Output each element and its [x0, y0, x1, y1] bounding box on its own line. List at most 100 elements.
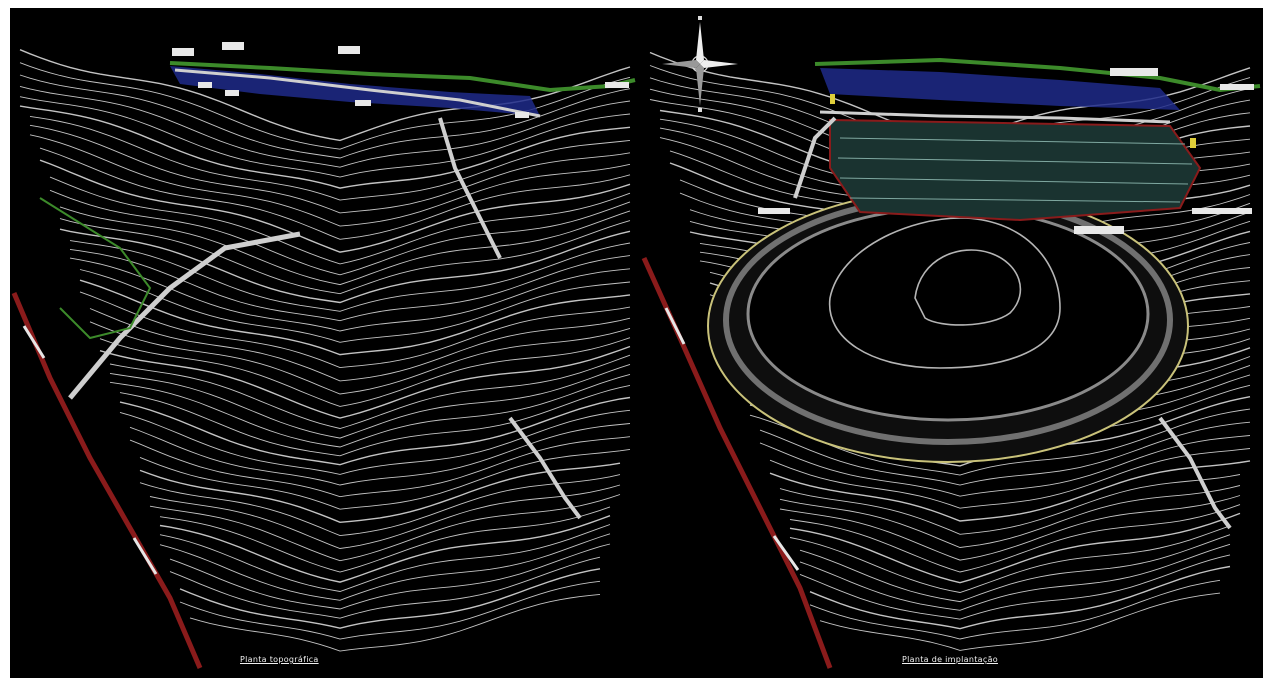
- contour-line: [29, 134, 631, 227]
- contour-line: [809, 579, 1221, 640]
- contour-line: [89, 321, 631, 395]
- contour-line: [809, 565, 1231, 630]
- contour-line: [789, 504, 1241, 573]
- access-road: [68, 231, 301, 400]
- cad-drawing-sheet: Planta topográfica: [10, 8, 1263, 678]
- contour-line: [819, 592, 1221, 651]
- river-band: [820, 68, 1180, 110]
- contour-line: [179, 580, 601, 640]
- topographic-plan-drawing: [11, 42, 636, 669]
- contour-line: [789, 525, 1231, 593]
- vegetation-patch: [39, 197, 152, 340]
- pit-contour: [828, 217, 1061, 369]
- drainage-line: [1158, 416, 1232, 530]
- contour-line: [49, 189, 631, 276]
- contour-line: [109, 373, 631, 448]
- contour-line: [29, 115, 631, 201]
- left-drawing-caption: Planta topográfica: [240, 655, 319, 664]
- boundary-segment-marker: [772, 535, 800, 571]
- industrial-platform: [829, 118, 1202, 222]
- contour-line: [99, 337, 631, 407]
- contour-line: [159, 506, 611, 573]
- property-boundary-line: [11, 292, 203, 669]
- contour-line: [779, 474, 1241, 535]
- contour-lines: [19, 49, 631, 652]
- contour-line: [69, 240, 631, 312]
- annotation-tag: [338, 46, 360, 54]
- annotation-tag: [172, 48, 194, 56]
- contour-line: [189, 593, 601, 652]
- contour-line: [769, 460, 1251, 522]
- contour-line: [769, 448, 1251, 509]
- excavation-pit-bench: [746, 206, 1150, 422]
- contour-line: [69, 257, 631, 332]
- contour-line: [159, 533, 611, 601]
- access-road: [793, 116, 837, 199]
- contour-line: [789, 512, 1241, 584]
- annotation-tag: [355, 100, 371, 106]
- north-arrow-compass-icon: [662, 16, 738, 112]
- right-drawing-caption: Planta de implantação: [902, 655, 998, 664]
- contour-line: [119, 409, 631, 475]
- contour-line: [19, 85, 631, 168]
- contour-line: [39, 159, 631, 253]
- contour-line: [129, 436, 631, 498]
- topographic-plan-panel: Planta topográfica: [10, 8, 640, 678]
- contour-line: [139, 474, 621, 537]
- annotation-tag: [1074, 226, 1124, 234]
- contour-line: [159, 524, 611, 592]
- contour-line: [169, 543, 611, 610]
- contour-line: [79, 291, 631, 369]
- contour-line: [59, 228, 631, 304]
- contour-line: [149, 484, 621, 549]
- implantation-plan-panel: Planta de implantação: [640, 8, 1263, 678]
- annotation-tag: [515, 112, 529, 118]
- implantation-plan-drawing: [641, 51, 1261, 669]
- annotation-tag: [198, 82, 212, 88]
- contour-line: [169, 556, 601, 619]
- contour-line: [759, 421, 1251, 486]
- annotation-tag: [605, 82, 629, 88]
- road-top: [174, 68, 541, 118]
- contour-line: [119, 396, 631, 466]
- contour-line: [119, 384, 631, 457]
- contour-line: [179, 568, 601, 629]
- annotation-tag: [1220, 84, 1254, 90]
- contour-line: [19, 74, 631, 159]
- contour-line: [109, 354, 631, 429]
- contour-line: [799, 554, 1231, 620]
- contour-line: [159, 515, 611, 583]
- contour-line: [779, 495, 1241, 561]
- annotation-tag: [1110, 68, 1158, 76]
- annotation-tag: [225, 90, 239, 96]
- contour-line: [19, 96, 631, 178]
- contour-line: [139, 462, 621, 524]
- annotation-tag: [758, 208, 790, 214]
- annotation-tag: [222, 42, 244, 50]
- boundary-segment-marker: [664, 307, 686, 345]
- contour-line: [799, 534, 1231, 603]
- contour-line: [79, 279, 631, 356]
- contour-line: [109, 363, 631, 439]
- contour-line: [69, 248, 631, 322]
- contour-line: [759, 435, 1251, 497]
- contour-line: [49, 176, 631, 265]
- yellow-marker: [830, 94, 835, 104]
- contour-line: [19, 105, 631, 189]
- contour-line: [79, 269, 631, 343]
- contour-line: [39, 147, 631, 240]
- drainage-line: [508, 416, 582, 520]
- platform-hatch: [837, 137, 1193, 203]
- contour-line: [779, 485, 1241, 548]
- contour-line: [99, 345, 631, 419]
- access-road: [438, 117, 502, 259]
- contour-line: [89, 308, 631, 382]
- contour-line: [149, 494, 621, 562]
- contour-line: [59, 218, 631, 295]
- annotation-tag: [1192, 208, 1252, 214]
- contour-line: [29, 124, 631, 214]
- yellow-marker: [1190, 138, 1196, 148]
- boundary-segment-marker: [22, 325, 46, 359]
- contour-line: [59, 206, 631, 286]
- boundary-segment-marker: [132, 537, 158, 575]
